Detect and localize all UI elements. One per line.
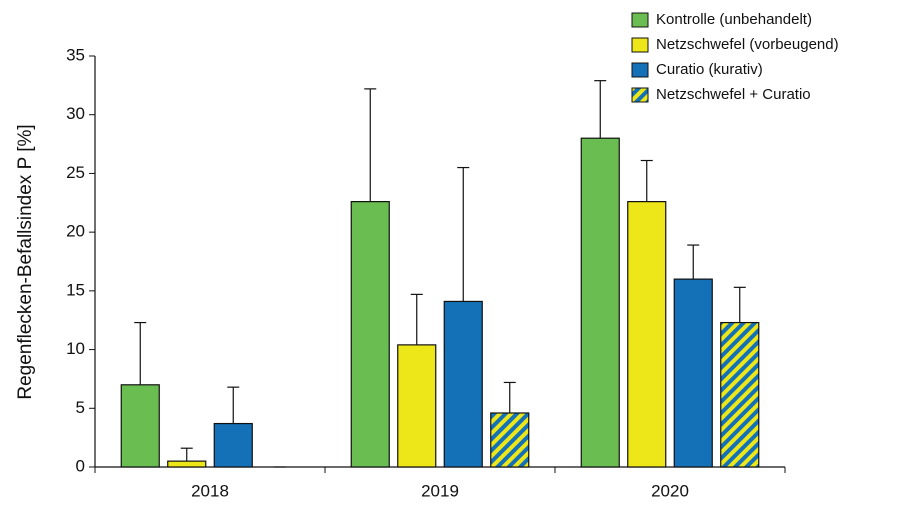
legend-swatch bbox=[631, 87, 649, 103]
legend-label: Curatio (kurativ) bbox=[656, 61, 763, 78]
x-tick-label: 2018 bbox=[191, 481, 229, 500]
bar bbox=[580, 137, 620, 468]
legend-swatch bbox=[631, 37, 649, 53]
bar bbox=[120, 384, 160, 468]
legend-swatch bbox=[631, 12, 649, 28]
bar bbox=[213, 422, 253, 468]
y-tick-label: 15 bbox=[66, 280, 85, 299]
bar bbox=[627, 201, 667, 468]
y-tick-label: 25 bbox=[66, 163, 85, 182]
bar bbox=[350, 201, 390, 468]
bar bbox=[443, 300, 483, 468]
legend-label: Kontrolle (unbehandelt) bbox=[656, 11, 812, 28]
bar bbox=[490, 412, 530, 468]
legend-label: Netzschwefel (vorbeugend) bbox=[656, 36, 839, 53]
y-tick-label: 20 bbox=[66, 222, 85, 241]
legend-swatch bbox=[631, 62, 649, 78]
y-axis-label: Regenflecken-Befallsindex P [%] bbox=[15, 124, 36, 399]
y-tick-label: 0 bbox=[76, 456, 85, 475]
bar bbox=[167, 460, 207, 468]
bar bbox=[397, 344, 437, 468]
bar bbox=[720, 321, 760, 468]
y-tick-label: 5 bbox=[76, 398, 85, 417]
x-tick-label: 2019 bbox=[421, 481, 459, 500]
y-tick-label: 30 bbox=[66, 104, 85, 123]
bar bbox=[673, 278, 713, 468]
y-tick-label: 35 bbox=[66, 45, 85, 64]
x-tick-label: 2020 bbox=[651, 481, 689, 500]
y-tick-label: 10 bbox=[66, 339, 85, 358]
legend-label: Netzschwefel + Curatio bbox=[656, 86, 811, 103]
